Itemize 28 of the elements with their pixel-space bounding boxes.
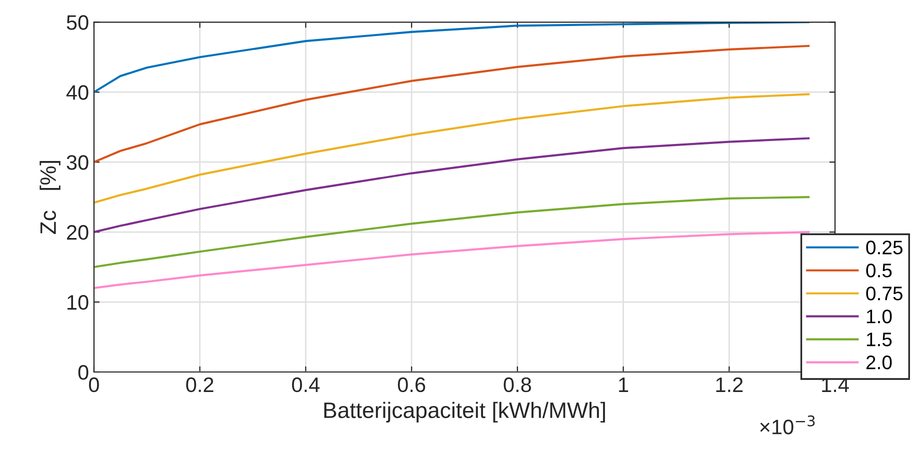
legend-label: 1.5 [866, 332, 892, 346]
text: ×10$^{−3}$ [760, 415, 815, 434]
y-tick-label: 20 [67, 225, 88, 240]
line-series [94, 196, 810, 268]
y-tick-label: 10 [68, 295, 88, 310]
legend-label: 0.5 [866, 264, 892, 278]
y-tick-label: 30 [66, 155, 88, 170]
line-series [94, 137, 810, 234]
x-tick-label: 0.6 [398, 377, 426, 392]
legend-label: 0.25 [866, 240, 902, 254]
x-tick-label: 1.2 [716, 377, 743, 392]
line-series [94, 22, 810, 94]
x-tick-label: 0.4 [292, 377, 320, 392]
x-axis-title: Batterijcapaciteit [kWh/MWh] [324, 402, 605, 423]
x-tick-label: 0 [89, 377, 99, 392]
legend-label: 2.0 [866, 356, 892, 370]
x-tick-label: 1 [619, 378, 628, 392]
y-tick-label: 40 [66, 85, 88, 100]
line-series [94, 231, 810, 290]
legend-label: 1.0 [866, 310, 892, 324]
line-series [94, 44, 810, 164]
line-series [94, 93, 810, 204]
y-tick-label: 50 [66, 15, 88, 30]
x-tick-label: 0.8 [504, 377, 532, 392]
x-tick-label: 0.2 [186, 377, 214, 392]
legend-label: 0.75 [866, 286, 902, 300]
y-tick-label: 0 [78, 364, 88, 380]
y-axis-title: Zc [%] [40, 160, 60, 234]
